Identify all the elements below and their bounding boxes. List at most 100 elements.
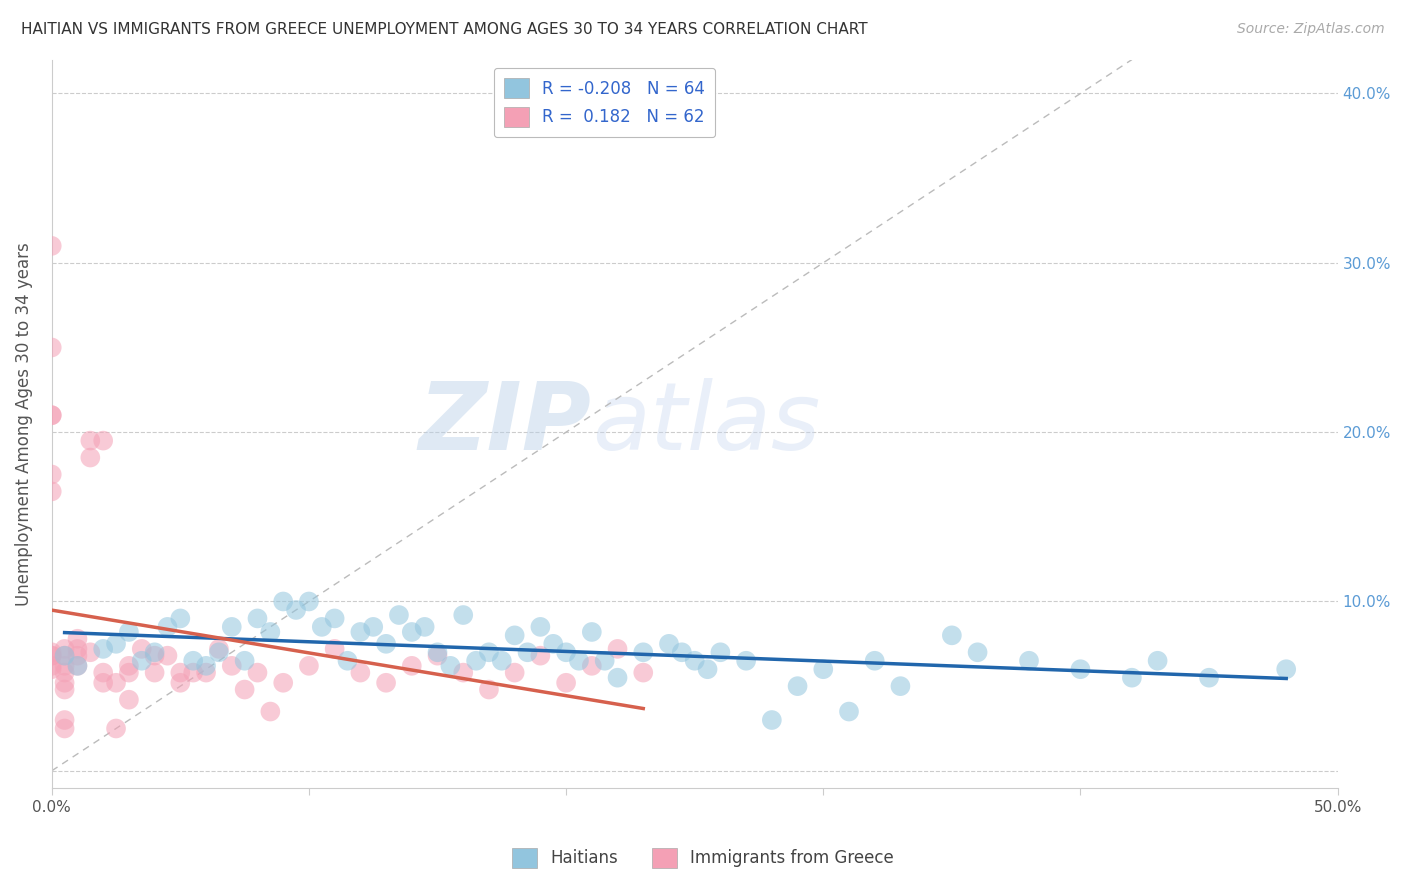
Point — [246, 665, 269, 680]
Point — [41, 341, 63, 355]
Point — [41, 484, 63, 499]
Point — [298, 658, 321, 673]
Point — [259, 624, 281, 639]
Point — [91, 641, 114, 656]
Point — [581, 658, 603, 673]
Point — [529, 648, 551, 663]
Point — [683, 654, 706, 668]
Point — [41, 658, 63, 673]
Point — [555, 675, 578, 690]
Point — [696, 662, 718, 676]
Point — [259, 705, 281, 719]
Point — [169, 675, 191, 690]
Point — [221, 620, 243, 634]
Point — [863, 654, 886, 668]
Point — [298, 594, 321, 608]
Text: HAITIAN VS IMMIGRANTS FROM GREECE UNEMPLOYMENT AMONG AGES 30 TO 34 YEARS CORRELA: HAITIAN VS IMMIGRANTS FROM GREECE UNEMPL… — [21, 22, 868, 37]
Point — [838, 705, 860, 719]
Point — [658, 637, 681, 651]
Point — [53, 648, 76, 663]
Point — [105, 675, 128, 690]
Point — [233, 654, 256, 668]
Point — [118, 692, 141, 706]
Point — [709, 645, 731, 659]
Point — [323, 611, 346, 625]
Point — [91, 434, 114, 448]
Point — [285, 603, 308, 617]
Point — [79, 645, 101, 659]
Text: atlas: atlas — [592, 378, 820, 469]
Point — [413, 620, 436, 634]
Point — [105, 722, 128, 736]
Point — [581, 624, 603, 639]
Point — [633, 665, 655, 680]
Point — [91, 675, 114, 690]
Point — [208, 645, 231, 659]
Point — [1146, 654, 1168, 668]
Point — [1069, 662, 1091, 676]
Point — [41, 648, 63, 663]
Point — [451, 607, 474, 622]
Point — [503, 665, 526, 680]
Point — [195, 658, 218, 673]
Point — [53, 648, 76, 663]
Point — [156, 648, 179, 663]
Point — [118, 658, 141, 673]
Point — [66, 658, 89, 673]
Point — [786, 679, 808, 693]
Point — [593, 654, 616, 668]
Point — [375, 637, 398, 651]
Point — [966, 645, 988, 659]
Point — [66, 641, 89, 656]
Point — [91, 665, 114, 680]
Point — [41, 645, 63, 659]
Point — [813, 662, 835, 676]
Point — [271, 594, 294, 608]
Point — [208, 641, 231, 656]
Point — [349, 624, 371, 639]
Point — [79, 450, 101, 465]
Point — [131, 641, 153, 656]
Text: Source: ZipAtlas.com: Source: ZipAtlas.com — [1237, 22, 1385, 37]
Point — [1121, 671, 1143, 685]
Point — [555, 645, 578, 659]
Point — [118, 624, 141, 639]
Point — [1198, 671, 1220, 685]
Legend: R = -0.208   N = 64, R =  0.182   N = 62: R = -0.208 N = 64, R = 0.182 N = 62 — [494, 68, 716, 137]
Point — [478, 682, 501, 697]
Point — [53, 675, 76, 690]
Point — [671, 645, 693, 659]
Point — [606, 641, 628, 656]
Point — [66, 632, 89, 646]
Point — [181, 654, 204, 668]
Point — [41, 408, 63, 422]
Point — [478, 645, 501, 659]
Point — [1018, 654, 1040, 668]
Point — [439, 658, 461, 673]
Point — [426, 645, 449, 659]
Point — [41, 648, 63, 663]
Point — [105, 637, 128, 651]
Point — [941, 628, 963, 642]
Point — [323, 641, 346, 656]
Point — [143, 645, 166, 659]
Point — [529, 620, 551, 634]
Point — [401, 658, 423, 673]
Point — [426, 648, 449, 663]
Point — [606, 671, 628, 685]
Point — [53, 722, 76, 736]
Point — [131, 654, 153, 668]
Point — [143, 648, 166, 663]
Point — [41, 662, 63, 676]
Point — [143, 665, 166, 680]
Legend: Haitians, Immigrants from Greece: Haitians, Immigrants from Greece — [506, 841, 900, 875]
Point — [221, 658, 243, 673]
Point — [181, 665, 204, 680]
Point — [375, 675, 398, 690]
Point — [1275, 662, 1298, 676]
Point — [735, 654, 758, 668]
Point — [568, 654, 591, 668]
Point — [361, 620, 384, 634]
Point — [451, 665, 474, 680]
Point — [156, 620, 179, 634]
